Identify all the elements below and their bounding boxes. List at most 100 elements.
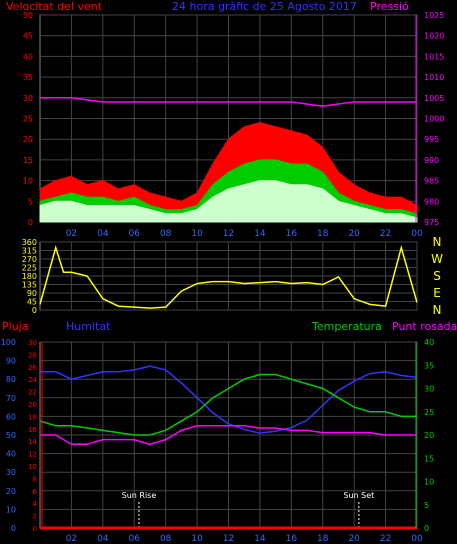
rain-axis-tick-label: 0	[33, 525, 37, 533]
pressure-axis-tick-label: 995	[424, 135, 439, 144]
time-tick-label: 02	[66, 534, 77, 544]
time-tick-label: 16	[286, 534, 298, 544]
wind-direction-line	[39, 244, 418, 309]
direction-axis-tick-label: 315	[22, 247, 37, 256]
direction-axis-tick-label: 180	[22, 272, 37, 281]
series-line	[39, 373, 417, 436]
time-tick-label: 22	[380, 534, 391, 544]
humidity-axis-tick-label: 90	[6, 357, 16, 366]
humidity-axis-tick-label: 70	[6, 394, 16, 403]
rain-axis-tick-label: 10	[28, 463, 37, 471]
temperature-axis-tick-label: 30	[424, 385, 434, 394]
temperature-axis-tick-label: 5	[424, 501, 429, 510]
direction-axis-tick-label: 360	[22, 238, 37, 247]
time-tick-label: 14	[254, 534, 266, 544]
time-tick-label: 20	[348, 534, 360, 544]
compass-label: S	[433, 269, 441, 283]
wind-axis-tick-label: 50	[23, 11, 33, 20]
humidity-axis-tick-label: 0	[11, 524, 16, 533]
humidity-axis-tick-label: 80	[6, 375, 16, 384]
compass-label: E	[433, 286, 441, 300]
time-tick-label: 04	[97, 229, 109, 239]
wind-axis-tick-label: 45	[23, 32, 33, 41]
rain-axis-tick-label: 22	[28, 389, 37, 397]
humidity-axis-tick-label: 10	[6, 505, 16, 514]
direction-axis-tick-label: 45	[27, 298, 37, 307]
time-tick-label: 22	[380, 229, 391, 239]
wind-axis-tick-label: 5	[28, 197, 33, 206]
series-line	[40, 424, 417, 446]
pressure-axis-tick-label: 1010	[424, 73, 444, 82]
temperature-axis-tick-label: 25	[424, 408, 434, 417]
time-tick-label: 12	[223, 534, 234, 544]
pressure-axis-tick-label: 985	[424, 177, 439, 186]
temperature-axis-tick-label: 15	[424, 454, 434, 463]
time-tick-label: 06	[129, 534, 141, 544]
humidity-axis-tick-label: 40	[6, 450, 16, 459]
time-tick-label: 08	[160, 229, 172, 239]
wind-speed-label: Velocitat del vent	[6, 0, 103, 13]
pressure-series-line	[40, 97, 417, 107]
rain-axis-tick-label: 14	[28, 438, 37, 446]
rain-axis-tick-label: 26	[28, 364, 37, 372]
pressure-label: Pressió	[370, 0, 409, 13]
humidity-axis-tick-label: 60	[6, 412, 16, 421]
time-tick-label: 12	[223, 229, 234, 239]
wind-axis-tick-label: 40	[23, 52, 33, 61]
temperature-axis-tick-label: 20	[424, 431, 434, 440]
pressure-axis-tick-label: 990	[424, 156, 439, 165]
wind-axis-tick-label: 35	[23, 73, 33, 82]
direction-axis-tick-label: 135	[22, 281, 37, 290]
temperature-axis-tick-label: 35	[424, 361, 434, 370]
rain-label: Pluja	[2, 320, 28, 333]
rain-axis-tick-label: 20	[28, 401, 37, 409]
pressure-axis-tick-label: 1020	[424, 32, 444, 41]
wind-axis-tick-label: 30	[23, 94, 33, 103]
time-tick-label: 08	[160, 534, 172, 544]
rain-axis-tick-label: 30	[28, 339, 37, 347]
rain-axis-tick-label: 16	[28, 426, 37, 434]
temperature-axis-tick-label: 0	[424, 524, 429, 533]
pressure-axis-tick-label: 1005	[424, 94, 444, 103]
humidity-axis-tick-label: 30	[6, 468, 16, 477]
time-tick-label: 20	[348, 229, 360, 239]
time-tick-label: 16	[286, 229, 298, 239]
direction-axis-tick-label: 90	[27, 289, 37, 298]
rain-axis-tick-label: 18	[28, 413, 37, 421]
compass-label: N	[433, 235, 442, 249]
direction-axis-tick-label: 225	[22, 264, 37, 273]
pressure-axis-tick-label: 1015	[424, 52, 444, 61]
direction-axis-tick-label: 0	[32, 306, 37, 315]
wind-axis-tick-label: 20	[23, 135, 33, 144]
wind-axis-tick-label: 0	[28, 218, 33, 227]
rain-axis-tick-label: 28	[28, 351, 37, 359]
time-tick-label: 02	[66, 229, 77, 239]
wind-axis-tick-label: 10	[23, 177, 33, 186]
compass-label: N	[433, 303, 442, 317]
chart-subtitle: 24 hora gràfic de 25 Agosto 2017	[172, 0, 357, 13]
pressure-axis-tick-label: 975	[424, 218, 439, 227]
rain-axis-tick-label: 4	[33, 500, 38, 508]
time-tick-label: 00	[411, 229, 423, 239]
time-tick-label: 18	[317, 229, 329, 239]
direction-axis-tick-label: 270	[22, 255, 37, 264]
wind-axis-tick-label: 25	[23, 115, 33, 124]
rain-axis-tick-label: 6	[33, 488, 38, 496]
humidity-axis-tick-label: 100	[1, 338, 16, 347]
wind-axis-tick-label: 15	[23, 156, 33, 165]
temperature-label: Temperatura	[311, 320, 382, 333]
rain-axis-tick-label: 24	[28, 376, 37, 384]
temperature-axis-tick-label: 10	[424, 478, 434, 487]
rain-axis-tick-label: 12	[28, 451, 37, 459]
dewpoint-label: Punt rosada	[392, 320, 457, 333]
time-tick-label: 10	[191, 229, 203, 239]
compass-label: W	[431, 252, 443, 266]
time-tick-label: 10	[191, 534, 203, 544]
time-tick-label: 18	[317, 534, 329, 544]
humidity-axis-tick-label: 20	[6, 487, 16, 496]
pressure-axis-tick-label: 1025	[424, 11, 444, 20]
pressure-axis-tick-label: 1000	[424, 115, 444, 124]
